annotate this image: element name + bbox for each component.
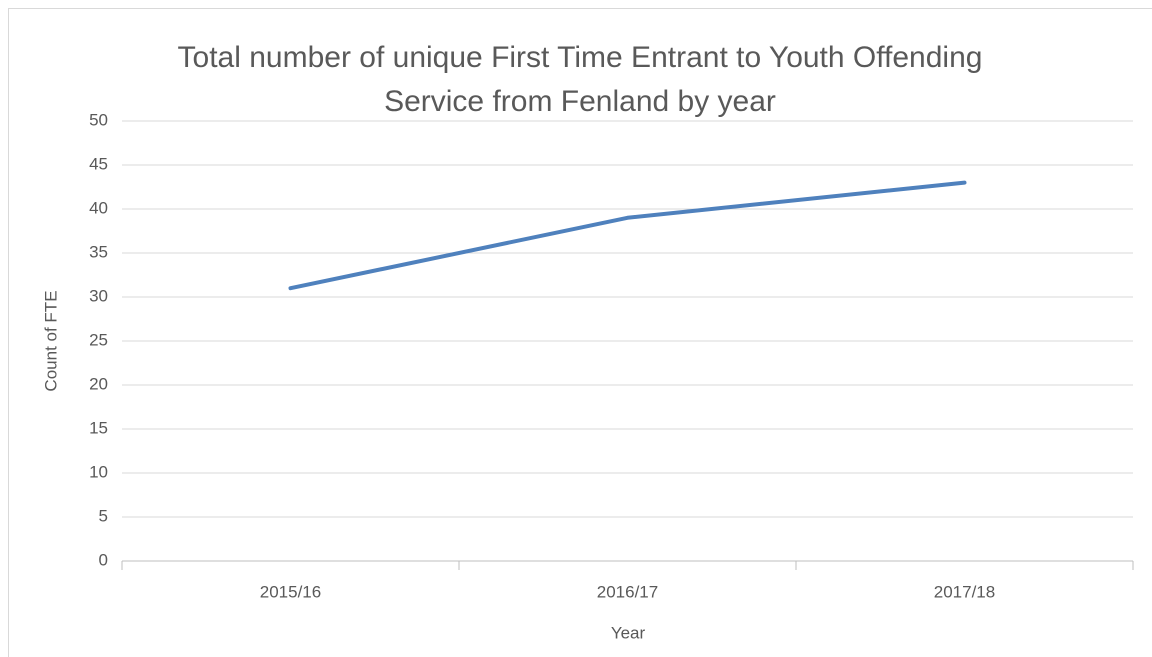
y-tick-label: 15	[89, 418, 108, 437]
data-line	[288, 180, 967, 291]
y-tick-label: 20	[89, 374, 108, 393]
x-tick-label: 2016/17	[597, 582, 658, 601]
y-tick-label: 25	[89, 330, 108, 349]
y-tick-label: 10	[89, 462, 108, 481]
y-axis-label: Count of FTE	[41, 290, 60, 391]
y-tick-label: 5	[99, 506, 108, 525]
y-tick-label: 40	[89, 198, 108, 217]
y-tick-label: 35	[89, 242, 108, 261]
chart-frame	[8, 8, 1152, 657]
y-tick-label: 0	[99, 550, 108, 569]
y-tick-label: 50	[89, 110, 108, 129]
x-axis-label: Year	[611, 623, 646, 642]
chart-title: Total number of unique First Time Entran…	[177, 41, 983, 118]
y-tick-label: 30	[89, 286, 108, 305]
x-tick-label: 2017/18	[934, 582, 995, 601]
y-tick-label: 45	[89, 154, 108, 173]
x-tick-label: 2015/16	[260, 582, 321, 601]
